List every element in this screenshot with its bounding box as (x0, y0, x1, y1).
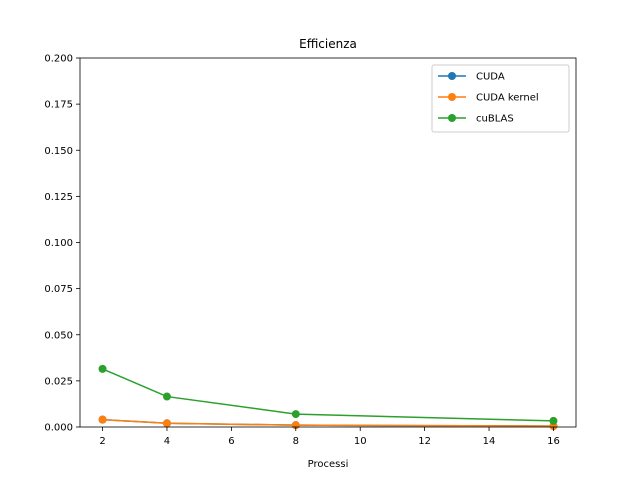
series-line (102, 368, 554, 422)
x-tick-label: 16 (547, 436, 560, 447)
y-tick-label: 0.200 (44, 54, 73, 65)
x-tick-label: 2 (99, 436, 105, 447)
x-tick-label: 8 (293, 436, 299, 447)
legend-marker (448, 72, 456, 80)
x-tick-label: 6 (228, 436, 234, 447)
x-tick-label: 12 (418, 436, 431, 447)
legend-label: CUDA kernel (476, 93, 539, 104)
chart-title: Efficienza (299, 37, 357, 51)
x-tick-label: 14 (483, 436, 496, 447)
legend: CUDA CUDA kernel cuBLAS (431, 64, 570, 133)
data-point (98, 364, 107, 373)
legend-item: CUDA (438, 72, 505, 83)
plot-area (98, 364, 558, 431)
series-cuda-kernel (98, 415, 558, 431)
y-tick-label: 0.100 (44, 238, 73, 249)
series-cublas (98, 364, 558, 425)
y-tick-label: 0.050 (44, 330, 73, 341)
y-tick-label: 0.025 (44, 376, 73, 387)
legend-label: CUDA (476, 72, 505, 83)
x-axis-title: Processi (308, 459, 349, 470)
y-tick-label: 0.000 (44, 423, 73, 434)
legend-box (431, 64, 570, 133)
x-axis: 2 4 6 8 10 12 14 16 (99, 427, 560, 447)
y-axis: 0.000 0.025 0.050 0.075 0.100 0.125 0.150 0.175… (44, 54, 80, 434)
y-tick-label: 0.150 (44, 146, 73, 157)
data-point (162, 392, 171, 401)
x-tick-label: 4 (164, 436, 170, 447)
y-tick-label: 0.125 (44, 192, 73, 203)
data-point (98, 415, 107, 424)
legend-item: CUDA kernel (438, 93, 539, 104)
legend-marker (448, 93, 456, 101)
series-line (102, 418, 554, 427)
y-tick-label: 0.175 (44, 100, 73, 111)
legend-label: cuBLAS (476, 114, 514, 125)
y-tick-label: 0.075 (44, 284, 73, 295)
legend-marker (448, 114, 456, 122)
legend-item: cuBLAS (438, 114, 514, 125)
data-point (549, 416, 558, 425)
x-tick-label: 10 (354, 436, 367, 447)
data-point (162, 419, 171, 428)
data-point (291, 410, 300, 419)
